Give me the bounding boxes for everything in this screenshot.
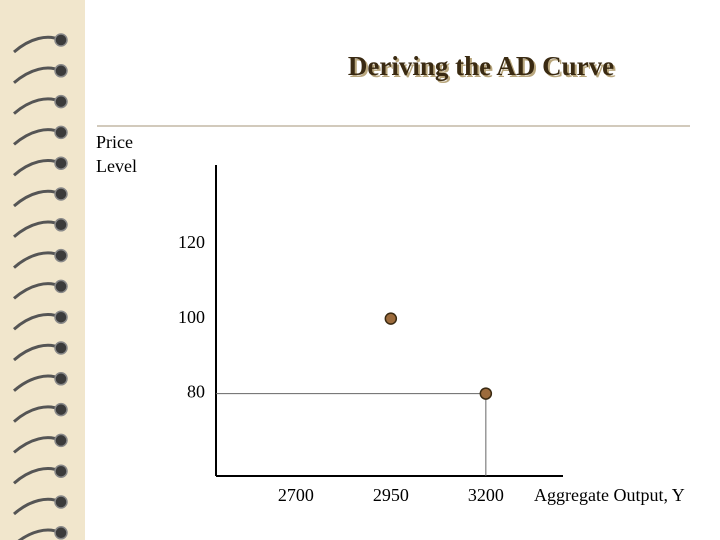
chart-title: Deriving the AD Curve — [348, 51, 614, 81]
y-axis-label: Price Level — [96, 132, 137, 176]
y-tick-label: 80 — [187, 382, 205, 402]
x-tick-label: 2700 — [278, 485, 314, 505]
spiral-hole — [54, 125, 68, 140]
title-shadow: Deriving the AD Curve — [350, 53, 616, 83]
spiral-hole — [54, 187, 68, 201]
spiral-hole — [54, 433, 68, 448]
spiral-hole — [54, 94, 68, 109]
spiral-hole — [54, 218, 68, 232]
data-point — [384, 312, 398, 325]
spiral-hole — [54, 372, 68, 386]
spiral-hole — [54, 341, 68, 355]
x-tick-label: 2950 — [373, 485, 409, 505]
spiral-binding — [13, 33, 68, 540]
spiral-hole — [54, 156, 68, 170]
y-axis-label-box: Price Level — [96, 132, 137, 176]
y-tick-label: 120 — [178, 232, 205, 252]
spiral-hole — [54, 464, 68, 478]
spiral-hole — [54, 526, 68, 540]
spiral-hole — [54, 33, 68, 47]
spiral-hole — [54, 310, 68, 324]
binding-strip — [0, 0, 85, 540]
spiral-hole — [54, 402, 68, 417]
x-tick-label: 3200 — [468, 485, 504, 505]
spiral-hole — [54, 279, 68, 294]
spiral-hole — [54, 64, 68, 78]
spiral-hole — [54, 248, 68, 263]
spiral-hole — [54, 495, 68, 509]
y-tick-label: 100 — [178, 307, 205, 327]
data-point — [479, 387, 493, 400]
x-axis-label: Aggregate Output, Y — [534, 485, 685, 505]
